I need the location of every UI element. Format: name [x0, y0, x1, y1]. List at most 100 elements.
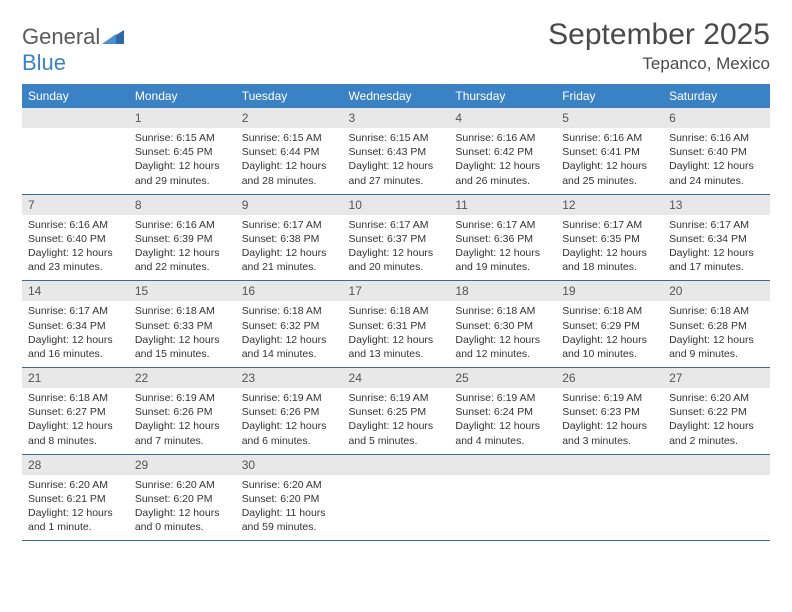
daylight-text: Daylight: 12 hours and 26 minutes.	[455, 159, 550, 187]
sunrise-text: Sunrise: 6:16 AM	[669, 131, 764, 145]
sunset-text: Sunset: 6:20 PM	[242, 492, 337, 506]
day-cell: 15Sunrise: 6:18 AMSunset: 6:33 PMDayligh…	[129, 281, 236, 368]
day-number: 8	[129, 195, 236, 215]
day-number: 27	[663, 368, 770, 388]
sunrise-text: Sunrise: 6:17 AM	[669, 218, 764, 232]
day-number: 29	[129, 455, 236, 475]
daylight-text: Daylight: 12 hours and 2 minutes.	[669, 419, 764, 447]
day-cell: 10Sunrise: 6:17 AMSunset: 6:37 PMDayligh…	[343, 194, 450, 281]
day-details: Sunrise: 6:16 AMSunset: 6:40 PMDaylight:…	[663, 128, 770, 194]
day-cell	[22, 108, 129, 194]
daylight-text: Daylight: 12 hours and 6 minutes.	[242, 419, 337, 447]
day-details	[22, 128, 129, 188]
daylight-text: Daylight: 12 hours and 12 minutes.	[455, 333, 550, 361]
daylight-text: Daylight: 12 hours and 21 minutes.	[242, 246, 337, 274]
day-details: Sunrise: 6:15 AMSunset: 6:45 PMDaylight:…	[129, 128, 236, 194]
day-details: Sunrise: 6:17 AMSunset: 6:38 PMDaylight:…	[236, 215, 343, 281]
day-number: 26	[556, 368, 663, 388]
daylight-text: Daylight: 12 hours and 3 minutes.	[562, 419, 657, 447]
sunset-text: Sunset: 6:24 PM	[455, 405, 550, 419]
sunrise-text: Sunrise: 6:16 AM	[135, 218, 230, 232]
sunrise-text: Sunrise: 6:17 AM	[349, 218, 444, 232]
day-cell: 1Sunrise: 6:15 AMSunset: 6:45 PMDaylight…	[129, 108, 236, 194]
sunset-text: Sunset: 6:37 PM	[349, 232, 444, 246]
sunset-text: Sunset: 6:30 PM	[455, 319, 550, 333]
daylight-text: Daylight: 12 hours and 17 minutes.	[669, 246, 764, 274]
day-details: Sunrise: 6:17 AMSunset: 6:34 PMDaylight:…	[663, 215, 770, 281]
day-cell	[663, 454, 770, 541]
sunrise-text: Sunrise: 6:16 AM	[455, 131, 550, 145]
daylight-text: Daylight: 11 hours and 59 minutes.	[242, 506, 337, 534]
day-number	[663, 455, 770, 475]
day-details: Sunrise: 6:19 AMSunset: 6:25 PMDaylight:…	[343, 388, 450, 454]
day-number: 17	[343, 281, 450, 301]
day-details: Sunrise: 6:18 AMSunset: 6:27 PMDaylight:…	[22, 388, 129, 454]
day-details: Sunrise: 6:18 AMSunset: 6:31 PMDaylight:…	[343, 301, 450, 367]
day-details: Sunrise: 6:20 AMSunset: 6:21 PMDaylight:…	[22, 475, 129, 541]
day-cell: 18Sunrise: 6:18 AMSunset: 6:30 PMDayligh…	[449, 281, 556, 368]
sunset-text: Sunset: 6:27 PM	[28, 405, 123, 419]
sunrise-text: Sunrise: 6:17 AM	[562, 218, 657, 232]
day-details: Sunrise: 6:18 AMSunset: 6:32 PMDaylight:…	[236, 301, 343, 367]
daylight-text: Daylight: 12 hours and 24 minutes.	[669, 159, 764, 187]
sunset-text: Sunset: 6:28 PM	[669, 319, 764, 333]
week-row: 28Sunrise: 6:20 AMSunset: 6:21 PMDayligh…	[22, 454, 770, 541]
sunrise-text: Sunrise: 6:20 AM	[669, 391, 764, 405]
day-number: 16	[236, 281, 343, 301]
sunrise-text: Sunrise: 6:17 AM	[28, 304, 123, 318]
day-details: Sunrise: 6:16 AMSunset: 6:41 PMDaylight:…	[556, 128, 663, 194]
day-details: Sunrise: 6:19 AMSunset: 6:24 PMDaylight:…	[449, 388, 556, 454]
daylight-text: Daylight: 12 hours and 27 minutes.	[349, 159, 444, 187]
day-number: 11	[449, 195, 556, 215]
day-cell: 2Sunrise: 6:15 AMSunset: 6:44 PMDaylight…	[236, 108, 343, 194]
day-cell	[449, 454, 556, 541]
day-cell: 4Sunrise: 6:16 AMSunset: 6:42 PMDaylight…	[449, 108, 556, 194]
day-cell: 9Sunrise: 6:17 AMSunset: 6:38 PMDaylight…	[236, 194, 343, 281]
dayhead-thu: Thursday	[449, 84, 556, 108]
sunrise-text: Sunrise: 6:18 AM	[28, 391, 123, 405]
day-cell: 13Sunrise: 6:17 AMSunset: 6:34 PMDayligh…	[663, 194, 770, 281]
daylight-text: Daylight: 12 hours and 25 minutes.	[562, 159, 657, 187]
sunrise-text: Sunrise: 6:18 AM	[669, 304, 764, 318]
day-number: 22	[129, 368, 236, 388]
day-details: Sunrise: 6:20 AMSunset: 6:22 PMDaylight:…	[663, 388, 770, 454]
day-details: Sunrise: 6:15 AMSunset: 6:43 PMDaylight:…	[343, 128, 450, 194]
dayhead-sat: Saturday	[663, 84, 770, 108]
day-cell: 26Sunrise: 6:19 AMSunset: 6:23 PMDayligh…	[556, 368, 663, 455]
sunset-text: Sunset: 6:36 PM	[455, 232, 550, 246]
day-number	[343, 455, 450, 475]
sunrise-text: Sunrise: 6:19 AM	[135, 391, 230, 405]
sunrise-text: Sunrise: 6:15 AM	[242, 131, 337, 145]
day-cell: 3Sunrise: 6:15 AMSunset: 6:43 PMDaylight…	[343, 108, 450, 194]
day-cell: 19Sunrise: 6:18 AMSunset: 6:29 PMDayligh…	[556, 281, 663, 368]
day-number: 4	[449, 108, 556, 128]
day-number: 23	[236, 368, 343, 388]
logo-text-blue: Blue	[22, 50, 66, 75]
day-details: Sunrise: 6:18 AMSunset: 6:33 PMDaylight:…	[129, 301, 236, 367]
sunrise-text: Sunrise: 6:19 AM	[562, 391, 657, 405]
calendar-table: Sunday Monday Tuesday Wednesday Thursday…	[22, 84, 770, 541]
day-number: 9	[236, 195, 343, 215]
daylight-text: Daylight: 12 hours and 22 minutes.	[135, 246, 230, 274]
sunset-text: Sunset: 6:33 PM	[135, 319, 230, 333]
sunset-text: Sunset: 6:45 PM	[135, 145, 230, 159]
day-details	[449, 475, 556, 535]
daylight-text: Daylight: 12 hours and 1 minute.	[28, 506, 123, 534]
day-details: Sunrise: 6:20 AMSunset: 6:20 PMDaylight:…	[129, 475, 236, 541]
day-number: 12	[556, 195, 663, 215]
day-cell: 23Sunrise: 6:19 AMSunset: 6:26 PMDayligh…	[236, 368, 343, 455]
day-number	[556, 455, 663, 475]
sunrise-text: Sunrise: 6:18 AM	[135, 304, 230, 318]
sunset-text: Sunset: 6:44 PM	[242, 145, 337, 159]
sunset-text: Sunset: 6:20 PM	[135, 492, 230, 506]
sunset-text: Sunset: 6:35 PM	[562, 232, 657, 246]
day-cell: 22Sunrise: 6:19 AMSunset: 6:26 PMDayligh…	[129, 368, 236, 455]
day-cell: 5Sunrise: 6:16 AMSunset: 6:41 PMDaylight…	[556, 108, 663, 194]
sunrise-text: Sunrise: 6:20 AM	[28, 478, 123, 492]
dayhead-sun: Sunday	[22, 84, 129, 108]
day-cell: 27Sunrise: 6:20 AMSunset: 6:22 PMDayligh…	[663, 368, 770, 455]
day-details	[556, 475, 663, 535]
day-details: Sunrise: 6:20 AMSunset: 6:20 PMDaylight:…	[236, 475, 343, 541]
dayhead-tue: Tuesday	[236, 84, 343, 108]
day-details: Sunrise: 6:15 AMSunset: 6:44 PMDaylight:…	[236, 128, 343, 194]
